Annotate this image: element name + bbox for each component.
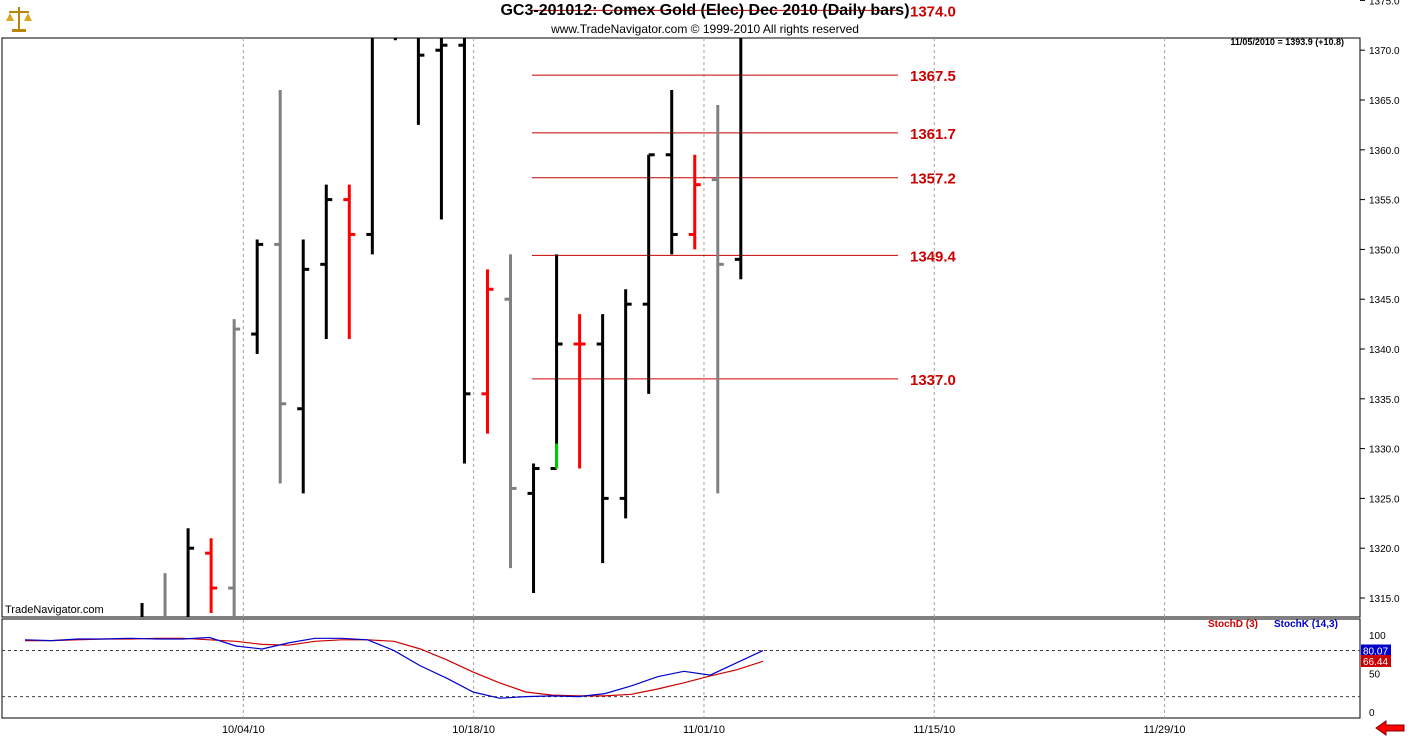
y-tick-label: 1375.0	[1369, 0, 1400, 7]
y-tick-label: 1350.0	[1369, 245, 1400, 256]
stochk-line	[24, 636, 764, 699]
price-bars	[140, 38, 743, 617]
x-tick-label: 11/29/10	[1144, 724, 1186, 736]
stochd-legend: StochD (3)	[1208, 619, 1258, 630]
y-tick-label: 1360.0	[1369, 146, 1400, 157]
grid-lines	[1, 37, 1361, 719]
osc-tick-label: 0	[1369, 708, 1375, 719]
chart-title: GC3-201012: Comex Gold (Elec) Dec 2010 (…	[500, 2, 910, 19]
y-tick-label: 1340.0	[1369, 345, 1400, 356]
stochk-value: 80.07	[1363, 647, 1388, 658]
osc-tick-label: 100	[1369, 631, 1386, 642]
y-tick-label: 1320.0	[1369, 544, 1400, 555]
price-panel-frame	[1, 37, 1361, 618]
osc-tick-label: 50	[1369, 670, 1381, 681]
bar-group	[140, 38, 743, 617]
price-axis: 1315.0 1320.0 1325.0 1330.0 1335.0 1340.0 1345…	[1360, 0, 1400, 605]
y-tick-label: 1315.0	[1369, 594, 1400, 605]
x-tick-label: 10/04/10	[222, 724, 265, 736]
red-level-label: 1361.7	[910, 126, 956, 143]
y-tick-label: 1365.0	[1369, 96, 1400, 107]
watermark: TradeNavigator.com	[5, 604, 104, 616]
y-tick-label: 1325.0	[1369, 494, 1400, 505]
price-levels: 1423.61414.51405.81400.01418.31403.21374…	[532, 3, 957, 389]
stochk-legend: StochK (14,3)	[1274, 619, 1338, 630]
oscillator-panel-frame	[1, 618, 1361, 719]
y-tick-label: 1355.0	[1369, 196, 1400, 207]
scale-balance-icon	[3, 3, 35, 35]
stochd-value-box	[1361, 654, 1391, 667]
left-arrow-icon[interactable]	[1374, 720, 1406, 736]
red-level-label: 1337.0	[910, 372, 956, 389]
red-level-label: 1367.5	[910, 68, 956, 85]
stochd-line	[25, 637, 764, 697]
last-price-readout: 11/05/2010 = 1393.9 (+10.8)	[1230, 37, 1344, 47]
red-level-label: 1349.4	[910, 248, 957, 265]
time-axis: 10/04/10 10/18/10 11/01/10 11/15/10 11/29/10	[222, 724, 1186, 736]
red-level-label: 1374.0	[910, 3, 956, 20]
red-level-label: 1357.2	[910, 171, 956, 188]
chart-subtitle: www.TradeNavigator.com © 1999-2010 All r…	[551, 22, 859, 36]
y-tick-label: 1335.0	[1369, 395, 1400, 406]
y-tick-label: 1370.0	[1369, 46, 1400, 57]
x-tick-label: 10/18/10	[452, 724, 495, 736]
stochk-value-box	[1361, 644, 1391, 657]
y-tick-label: 1330.0	[1369, 445, 1400, 456]
x-tick-label: 11/15/10	[913, 724, 955, 736]
stochd-value: 66.44	[1363, 657, 1388, 668]
y-tick-label: 1345.0	[1369, 295, 1400, 306]
x-tick-label: 11/01/10	[683, 724, 725, 736]
